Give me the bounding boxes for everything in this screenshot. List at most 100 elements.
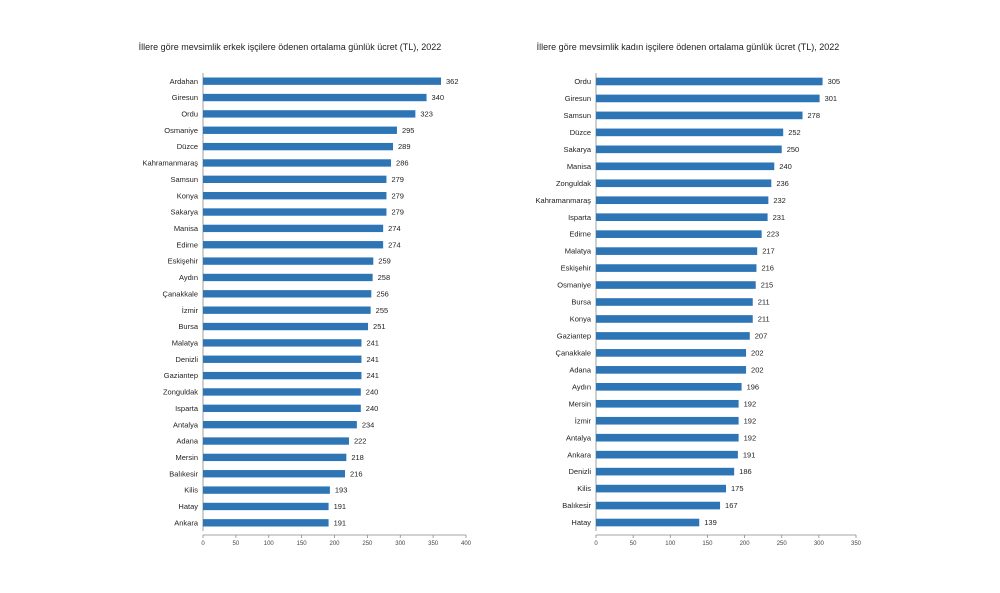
value-label: 222 xyxy=(354,437,367,446)
bar xyxy=(596,366,747,374)
value-label: 240 xyxy=(366,388,379,397)
value-label: 256 xyxy=(376,289,389,298)
value-label: 191 xyxy=(743,450,756,459)
x-tick-label: 0 xyxy=(201,541,205,547)
category-label: Samsun xyxy=(170,175,198,184)
category-label: Bursa xyxy=(571,298,591,307)
bar xyxy=(596,213,768,222)
value-label: 207 xyxy=(755,332,768,341)
category-label: Zonguldak xyxy=(163,388,198,397)
value-label: 231 xyxy=(773,213,786,222)
bar xyxy=(596,450,738,459)
bar xyxy=(203,420,357,429)
category-label: Bursa xyxy=(178,322,198,331)
category-label: Eskişehir xyxy=(168,257,199,266)
bar xyxy=(596,382,742,391)
category-label: Samsun xyxy=(563,111,591,120)
bar xyxy=(596,128,784,137)
category-label: Konya xyxy=(177,191,199,200)
category-label: Konya xyxy=(570,315,592,324)
category-label: Zonguldak xyxy=(556,179,591,188)
value-label: 250 xyxy=(787,145,800,154)
category-label: Isparta xyxy=(175,404,199,413)
bar xyxy=(596,247,758,255)
category-label: Kilis xyxy=(577,484,591,493)
bar xyxy=(596,399,739,408)
bar xyxy=(203,224,384,233)
value-label: 259 xyxy=(378,257,391,266)
category-label: İzmir xyxy=(575,416,592,425)
value-label: 241 xyxy=(366,338,379,347)
value-label: 251 xyxy=(373,322,386,331)
bar xyxy=(203,257,374,265)
x-tick-label: 250 xyxy=(362,541,373,547)
value-label: 191 xyxy=(334,518,347,527)
category-label: Ankara xyxy=(567,450,592,459)
value-label: 192 xyxy=(744,416,757,425)
value-label: 340 xyxy=(432,93,445,102)
value-label: 289 xyxy=(398,142,411,151)
value-label: 202 xyxy=(751,348,764,357)
x-tick-label: 300 xyxy=(395,541,406,547)
category-label: Hatay xyxy=(571,518,591,527)
bar xyxy=(596,467,735,476)
value-label: 274 xyxy=(388,224,401,233)
category-label: Balıkesir xyxy=(169,469,198,478)
value-label: 216 xyxy=(761,264,774,273)
value-label: 175 xyxy=(731,484,744,493)
category-label: Balıkesir xyxy=(562,501,591,510)
category-label: Ankara xyxy=(174,518,199,527)
category-label: Osmaniye xyxy=(557,281,591,290)
value-label: 240 xyxy=(779,162,792,171)
bar xyxy=(203,175,387,184)
category-label: Ordu xyxy=(181,109,198,118)
bar xyxy=(203,404,361,413)
value-label: 279 xyxy=(391,191,404,200)
bar xyxy=(596,501,721,510)
value-label: 192 xyxy=(744,399,757,408)
bar xyxy=(203,142,394,151)
bar xyxy=(203,371,362,380)
x-tick-label: 400 xyxy=(461,541,472,547)
value-label: 216 xyxy=(350,469,363,478)
category-label: Giresun xyxy=(565,94,591,103)
bar xyxy=(203,290,372,298)
value-label: 255 xyxy=(376,306,389,315)
category-label: Sakarya xyxy=(170,208,198,217)
value-label: 191 xyxy=(334,502,347,511)
category-label: Kahramanmaraş xyxy=(536,196,592,205)
category-label: Denizli xyxy=(175,355,198,364)
bar xyxy=(203,339,362,347)
category-label: Denizli xyxy=(568,467,591,476)
value-label: 274 xyxy=(388,240,401,249)
x-tick-label: 200 xyxy=(329,541,340,547)
bar xyxy=(203,208,387,216)
x-tick-label: 350 xyxy=(851,541,862,547)
bar xyxy=(596,416,739,425)
chart-female-wages: İllere göre mevsimlik kadın işçilere öde… xyxy=(536,42,862,547)
bar xyxy=(203,191,387,200)
bar xyxy=(596,230,762,238)
bar xyxy=(596,162,775,171)
category-label: Düzce xyxy=(177,142,198,151)
bar xyxy=(203,470,346,478)
category-label: Ordu xyxy=(574,77,591,86)
bar xyxy=(596,433,739,442)
category-label: Antalya xyxy=(566,433,592,442)
category-label: Malatya xyxy=(172,338,199,347)
bar xyxy=(596,77,823,86)
category-label: Sakarya xyxy=(563,145,591,154)
bar xyxy=(203,437,349,445)
x-tick-label: 0 xyxy=(594,541,598,547)
bar xyxy=(203,322,369,331)
bar xyxy=(596,332,750,340)
value-label: 240 xyxy=(366,404,379,413)
x-tick-label: 150 xyxy=(702,541,713,547)
chart-title: İllere göre mevsimlik kadın işçilere öde… xyxy=(537,42,840,52)
bar xyxy=(203,159,392,167)
bar xyxy=(596,518,700,527)
bar xyxy=(203,355,362,363)
category-label: Edirne xyxy=(569,230,591,239)
bar xyxy=(203,241,384,249)
value-label: 252 xyxy=(788,128,801,137)
